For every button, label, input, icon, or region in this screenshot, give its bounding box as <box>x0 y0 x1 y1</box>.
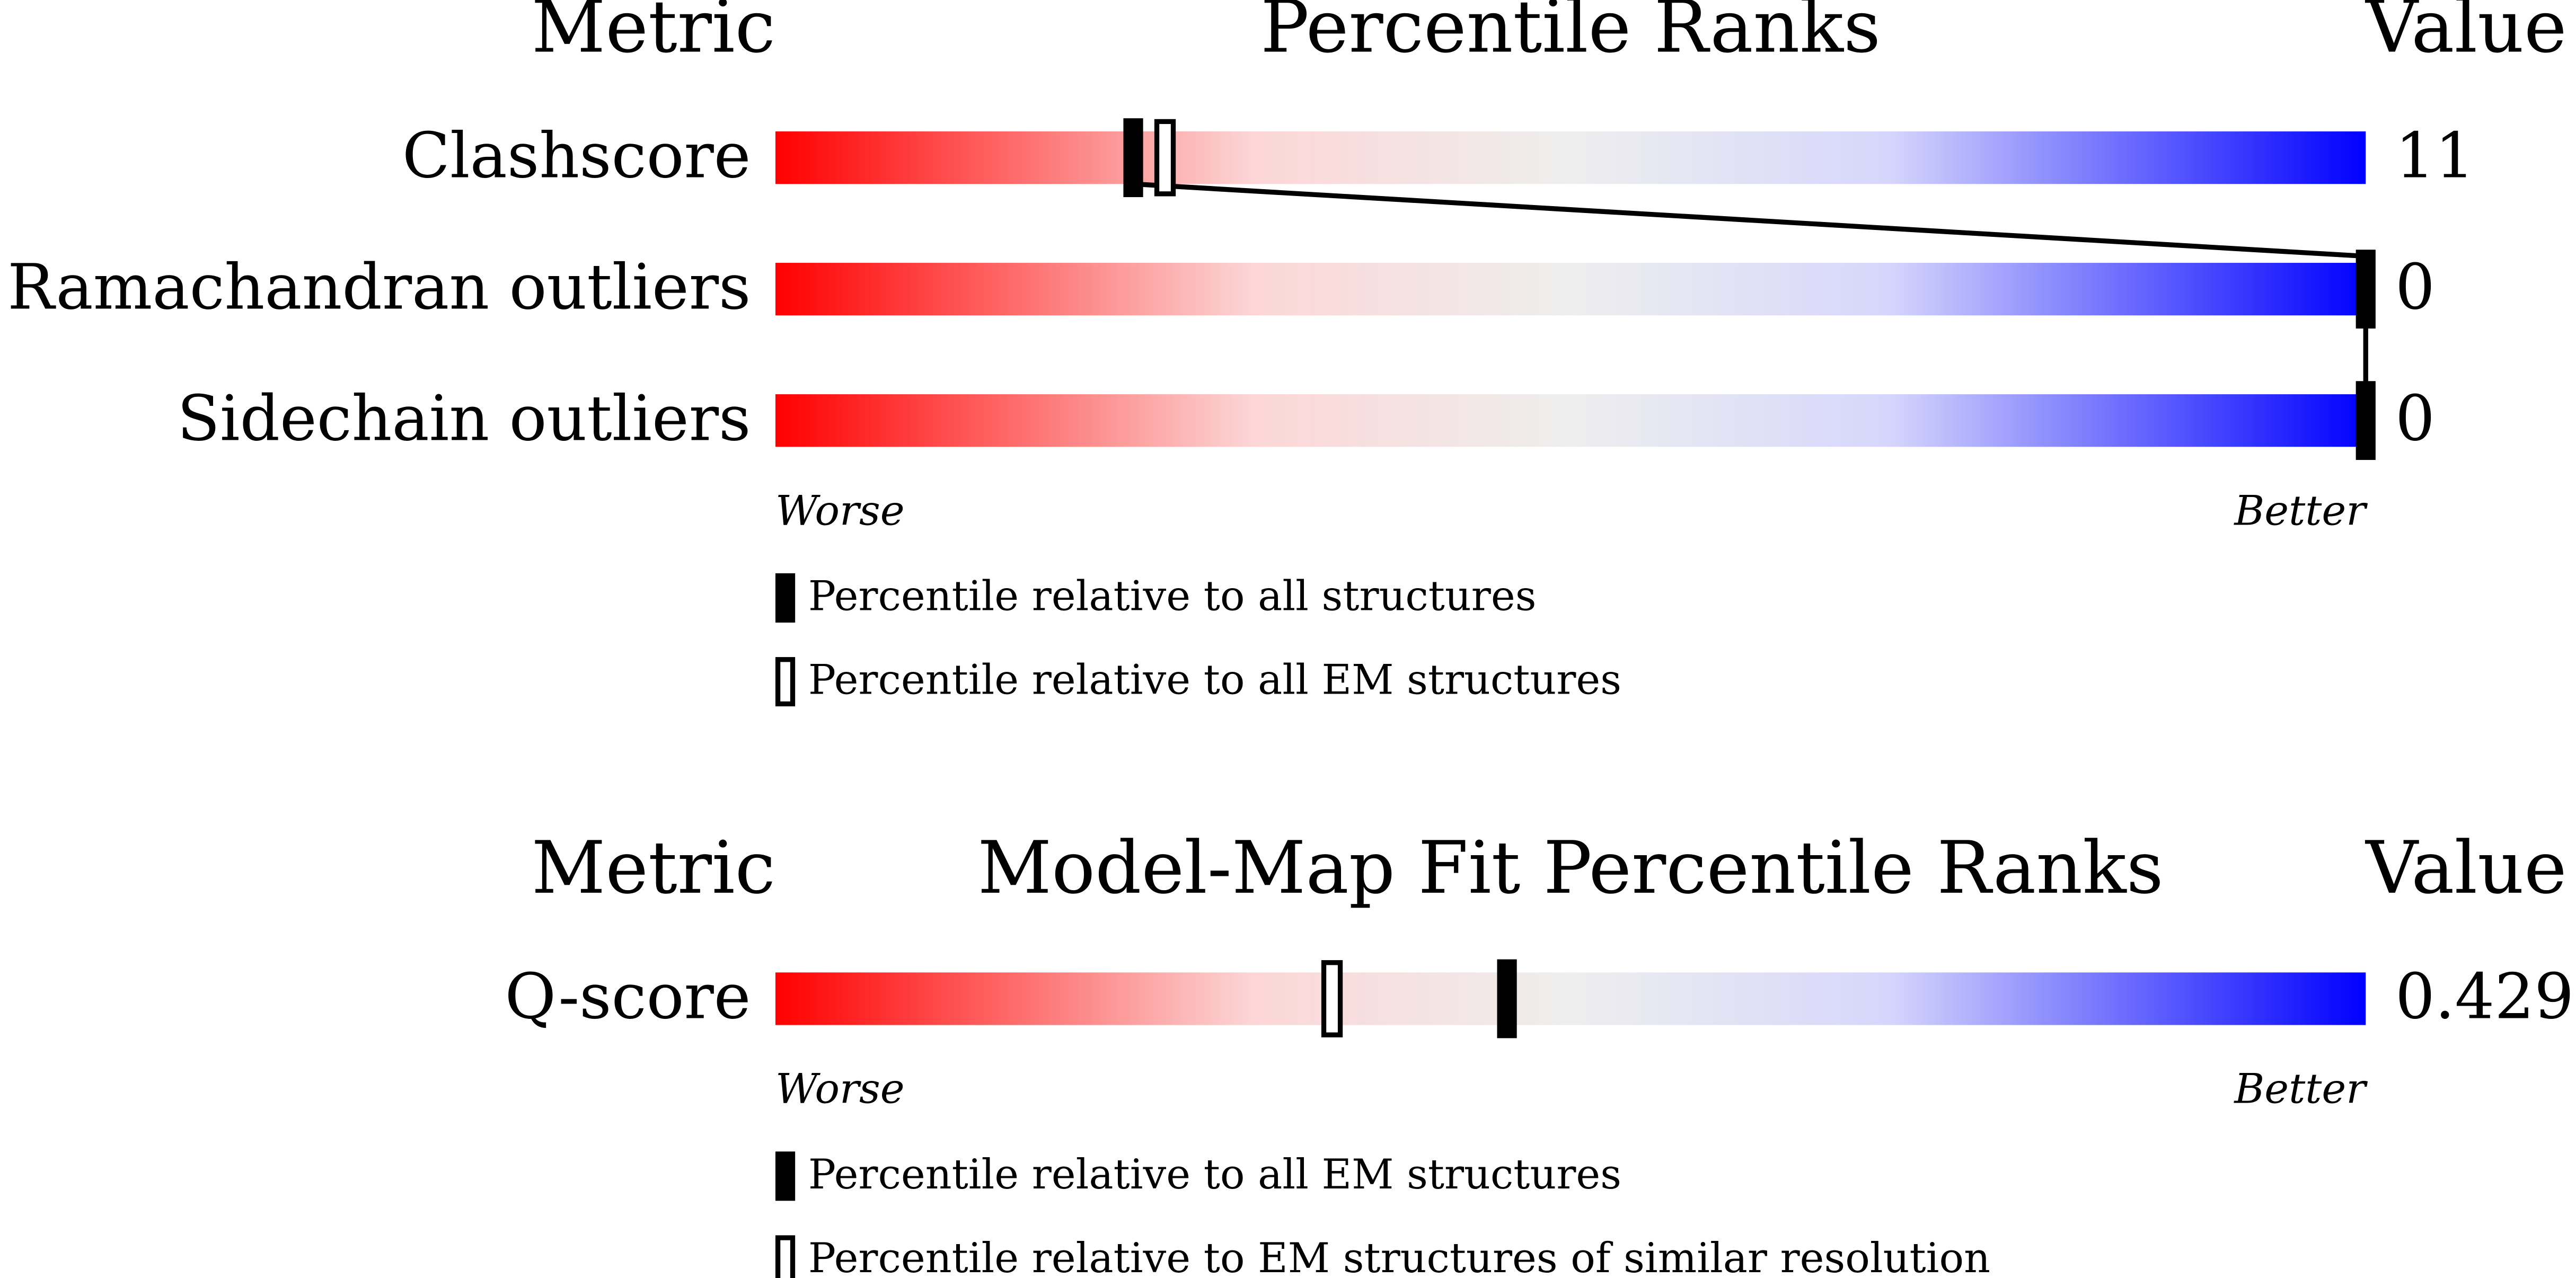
metric-value: 0 <box>2395 382 2435 455</box>
metric-header: Metric <box>532 826 775 910</box>
percentile-bar <box>775 394 2366 447</box>
worse-label: Worse <box>775 1066 905 1113</box>
percentile-marker-hollow <box>1321 960 1343 1037</box>
better-label: Better <box>2233 1066 2368 1113</box>
metric-name: Sidechain outliers <box>177 382 751 455</box>
percentile-marker <box>2356 381 2376 460</box>
legend-label: Percentile relative to EM structures of … <box>808 1235 1990 1278</box>
percentile-marker <box>1497 959 1517 1039</box>
metric-name: Ramachandran outliers <box>7 251 751 323</box>
panel-title: Model-Map Fit Percentile Ranks <box>977 826 2163 910</box>
percentile-bar <box>775 263 2366 316</box>
better-label: Better <box>2233 487 2368 535</box>
legend-icon <box>775 573 796 623</box>
metric-name: Clashscore <box>402 119 751 192</box>
metric-value: 0 <box>2395 251 2435 323</box>
value-header: Value <box>2365 826 2566 910</box>
legend-label: Percentile relative to all EM structures <box>808 656 1621 704</box>
legend-icon <box>775 1151 796 1201</box>
percentile-marker-hollow <box>1154 119 1176 197</box>
metric-value: 0.429 <box>2395 961 2574 1033</box>
metric-name: Q-score <box>505 961 751 1033</box>
legend-label: Percentile relative to all structures <box>808 573 1537 620</box>
percentile-marker <box>2356 250 2376 329</box>
legend-icon-hollow <box>775 1235 796 1278</box>
metric-value: 11 <box>2395 119 2475 192</box>
legend-label: Percentile relative to all EM structures <box>808 1151 1621 1199</box>
value-header: Value <box>2365 0 2566 69</box>
worse-label: Worse <box>775 487 905 535</box>
percentile-bar <box>775 972 2366 1025</box>
panel-title: Percentile Ranks <box>1260 0 1881 69</box>
percentile-marker <box>1123 118 1143 198</box>
percentile-bar <box>775 131 2366 184</box>
legend-icon-hollow <box>775 657 796 707</box>
metric-header: Metric <box>532 0 775 69</box>
